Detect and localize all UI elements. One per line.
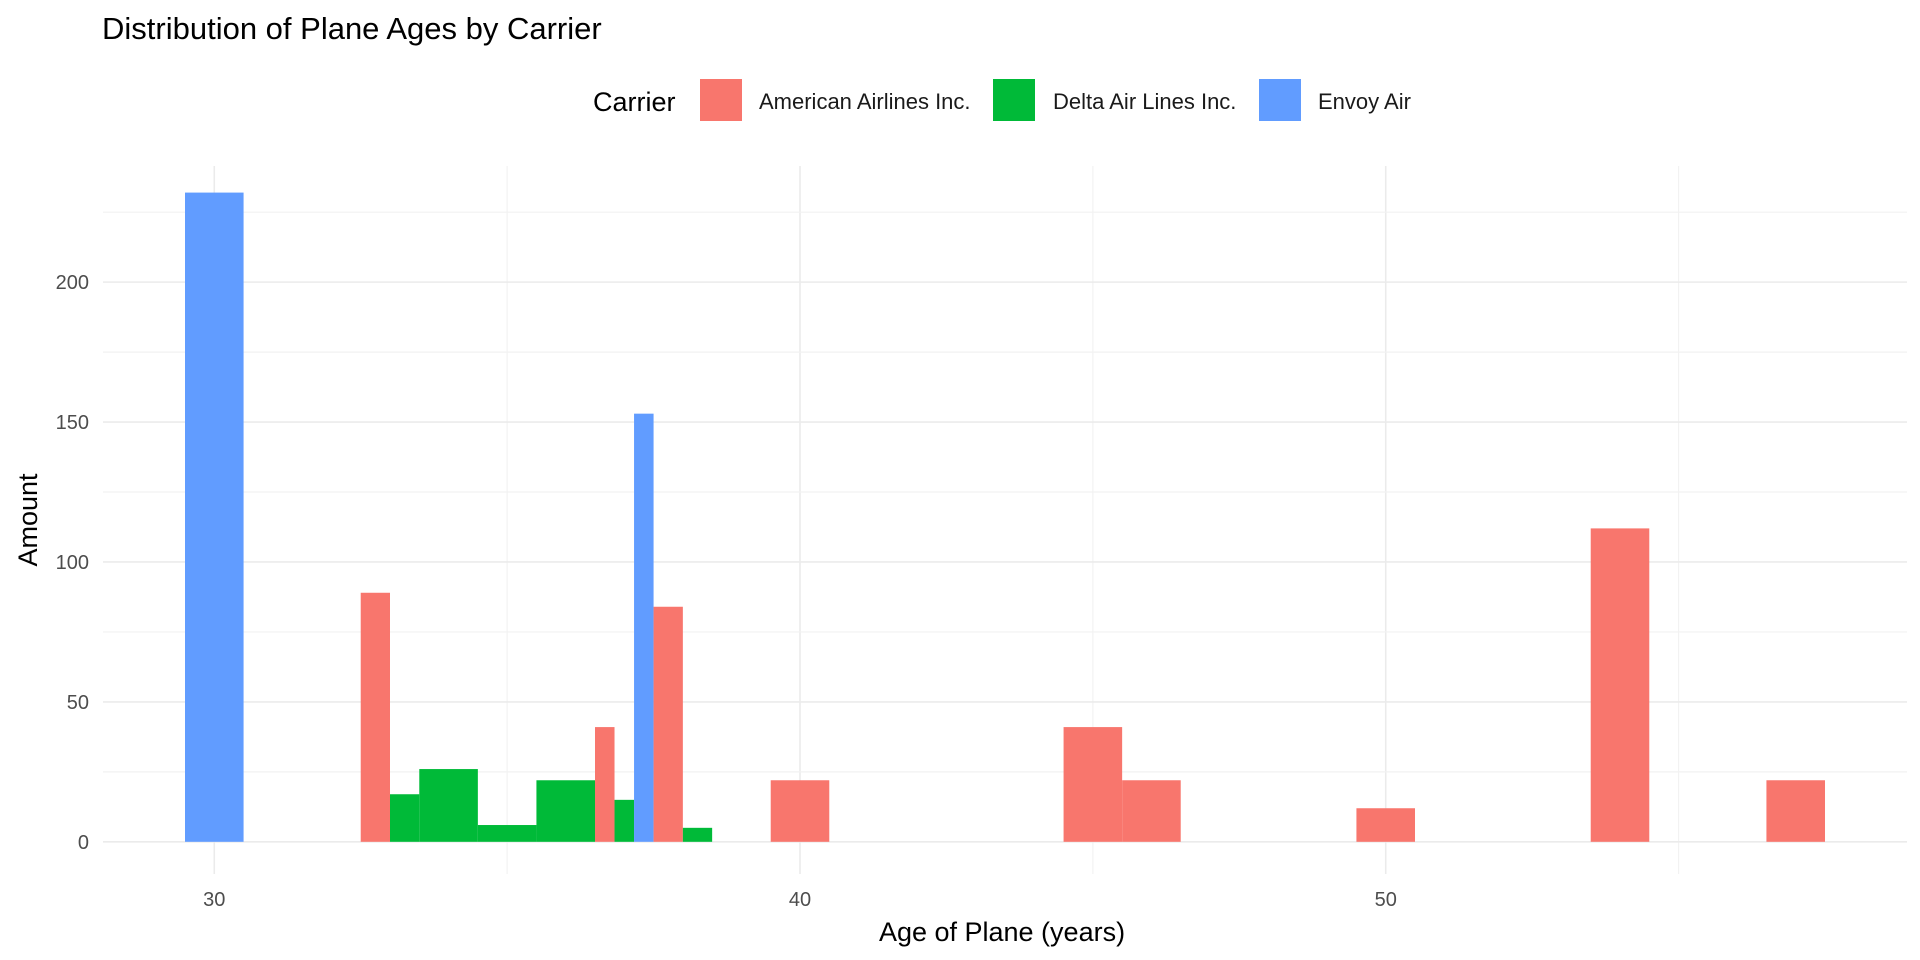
legend-swatch-envoy — [1259, 79, 1301, 121]
bar-american-airlines-inc-54 — [1590, 528, 1650, 842]
bar-american-airlines-inc-46 — [1122, 780, 1181, 842]
bar-american-airlines-inc-45 — [1063, 727, 1123, 842]
bar-delta-air-lines-inc-34 — [419, 769, 478, 842]
x-tick-label: 40 — [789, 889, 811, 911]
bar-american-airlines-inc-38 — [653, 606, 683, 842]
bar-american-airlines-inc-40 — [770, 780, 830, 842]
legend-swatch-american — [700, 79, 742, 121]
bars — [185, 192, 1825, 842]
legend-label-envoy: Envoy Air — [1318, 89, 1411, 114]
bar-delta-air-lines-inc-36 — [536, 780, 595, 842]
x-tick-label: 30 — [203, 889, 225, 911]
bar-american-airlines-inc-57 — [1766, 780, 1825, 842]
y-tick-label: 150 — [56, 412, 89, 434]
y-tick-label: 0 — [78, 832, 89, 854]
legend-label-american: American Airlines Inc. — [759, 89, 971, 114]
bar-american-airlines-inc-33 — [360, 592, 390, 842]
y-tick-label: 200 — [56, 272, 89, 294]
y-axis-title: Amount — [13, 473, 43, 567]
bar-delta-air-lines-inc-38 — [682, 827, 713, 842]
y-tick-label: 50 — [67, 692, 89, 714]
y-tick-label: 100 — [56, 552, 89, 574]
legend-title: Carrier — [593, 87, 676, 117]
x-tick-label: 50 — [1375, 889, 1397, 911]
bar-delta-air-lines-inc-37 — [614, 799, 635, 842]
bar-american-airlines-inc-37 — [595, 727, 615, 842]
chart-title: Distribution of Plane Ages by Carrier — [102, 11, 602, 46]
bar-envoy-air-30 — [185, 192, 244, 842]
legend-label-delta: Delta Air Lines Inc. — [1053, 89, 1236, 114]
y-axis-ticks: 0 50 100 150 200 — [56, 272, 89, 854]
x-axis-title: Age of Plane (years) — [879, 917, 1125, 947]
bar-american-airlines-inc-50 — [1356, 808, 1415, 842]
bar-delta-air-lines-inc-33 — [390, 794, 420, 842]
legend-swatch-delta — [993, 79, 1035, 121]
legend: Carrier American Airlines Inc. Delta Air… — [593, 79, 1411, 121]
plot-grid — [103, 166, 1907, 874]
bar-delta-air-lines-inc-35 — [477, 825, 537, 842]
x-axis-ticks: 30 40 50 — [203, 889, 1397, 911]
bar-envoy-air-37 — [634, 413, 654, 842]
